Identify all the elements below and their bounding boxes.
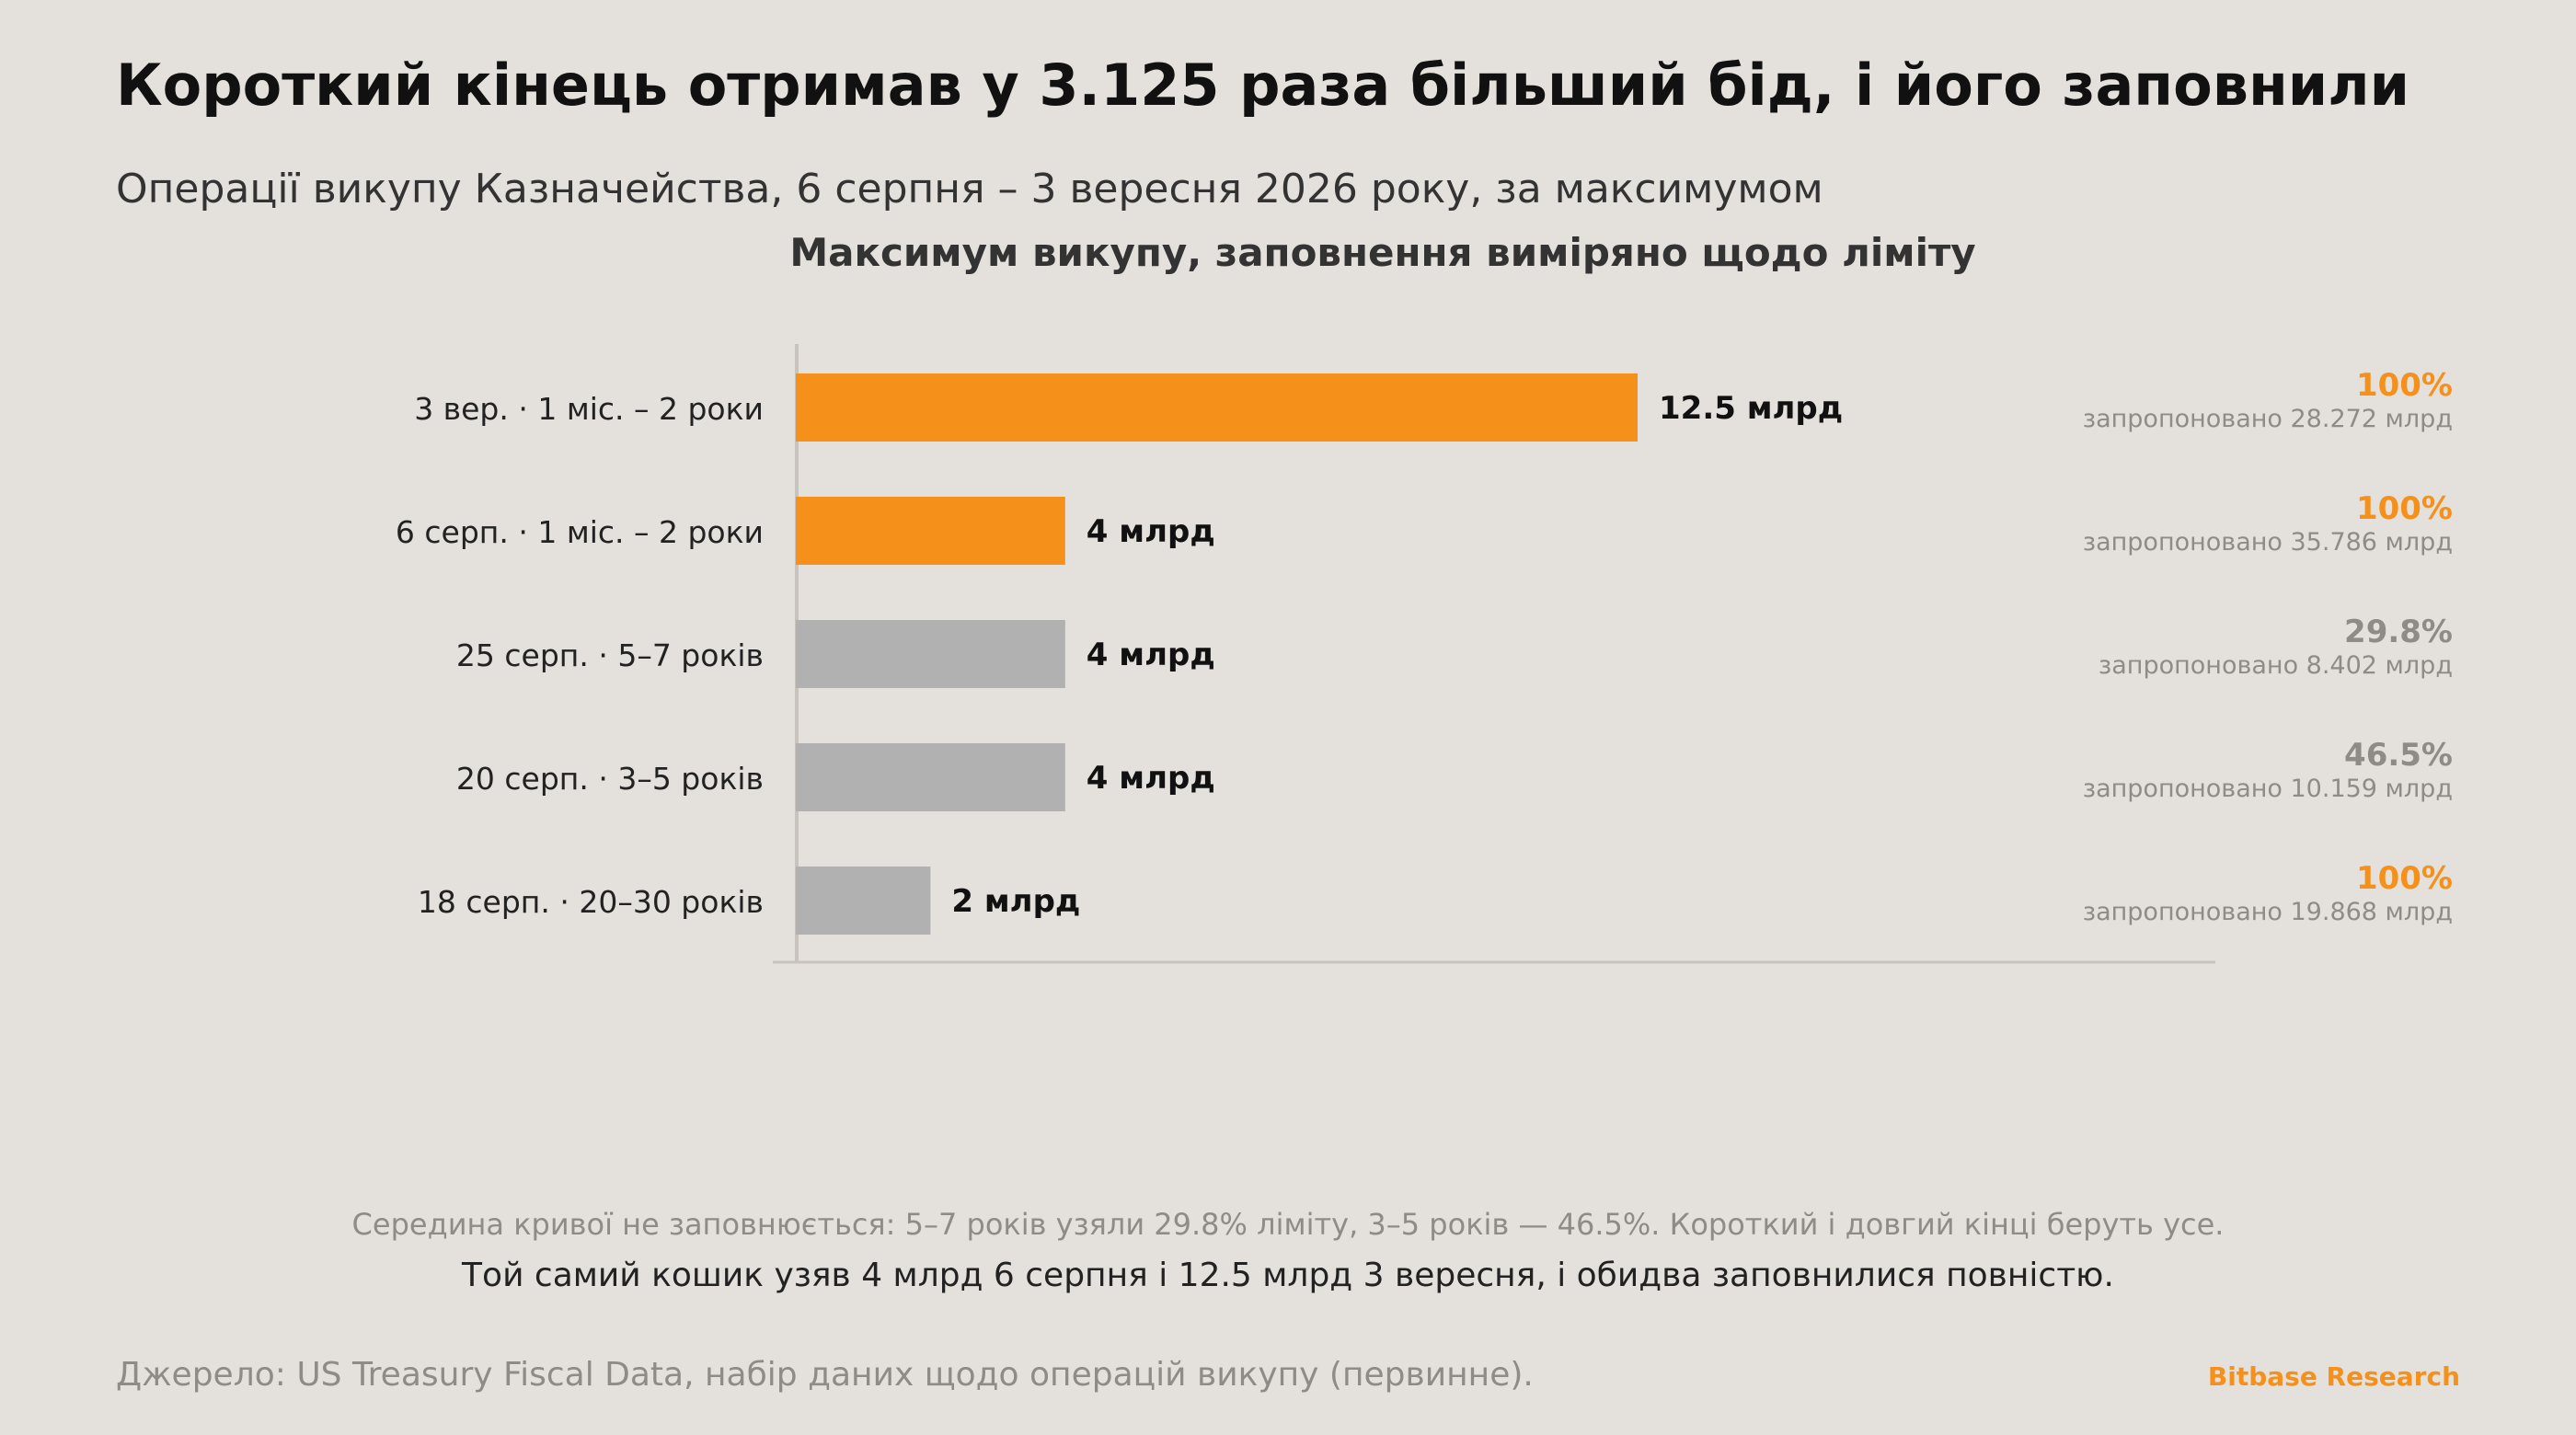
source-note: Джерело: US Treasury Fiscal Data, набір … xyxy=(116,1356,1534,1394)
bar-value-label: 4 млрд xyxy=(1087,637,1215,673)
chart-title: Максимум викупу, заповнення виміряно щод… xyxy=(789,230,1976,275)
fill-percent-label: 46.5% xyxy=(2344,737,2453,774)
bar-value-label: 4 млрд xyxy=(1087,513,1215,550)
footnote-mid-curve: Середина кривої не заповнюється: 5–7 рок… xyxy=(351,1207,2225,1242)
category-label: 25 серп. · 5–7 років xyxy=(456,637,764,673)
bar xyxy=(796,867,931,935)
category-label: 18 серп. · 20–30 років xyxy=(418,884,764,920)
fill-percent-label: 100% xyxy=(2356,367,2453,404)
bar xyxy=(796,373,1638,442)
category-label: 6 серп. · 1 міс. – 2 роки xyxy=(396,514,764,550)
chart-subtitle: Операції викупу Казначейства, 6 серпня –… xyxy=(116,166,1823,212)
bar xyxy=(796,497,1065,565)
footnote-same-basket: Той самий кошик узяв 4 млрд 6 серпня і 1… xyxy=(462,1257,2114,1294)
bar-value-label: 4 млрд xyxy=(1087,760,1215,797)
offered-amount-label: запропоновано 35.786 млрд xyxy=(2083,528,2453,557)
fill-percent-label: 100% xyxy=(2356,860,2453,897)
bar xyxy=(796,620,1065,688)
fill-percent-label: 100% xyxy=(2356,490,2453,527)
brand-logo: Bitbase Research xyxy=(2207,1361,2460,1392)
chart-headline: Короткий кінець отримав у 3.125 раза біл… xyxy=(116,52,2410,119)
offered-amount-label: запропоновано 19.868 млрд xyxy=(2083,898,2453,926)
bar xyxy=(796,743,1065,811)
category-label: 20 серп. · 3–5 років xyxy=(456,761,764,797)
category-label: 3 вер. · 1 міс. – 2 роки xyxy=(414,391,764,427)
offered-amount-label: запропоновано 10.159 млрд xyxy=(2083,775,2453,803)
bar-value-label: 2 млрд xyxy=(951,883,1080,920)
offered-amount-label: запропоновано 28.272 млрд xyxy=(2083,405,2453,433)
fill-percent-label: 29.8% xyxy=(2344,614,2453,650)
bar-value-label: 12.5 млрд xyxy=(1659,390,1843,427)
offered-amount-label: запропоновано 8.402 млрд xyxy=(2099,651,2453,680)
